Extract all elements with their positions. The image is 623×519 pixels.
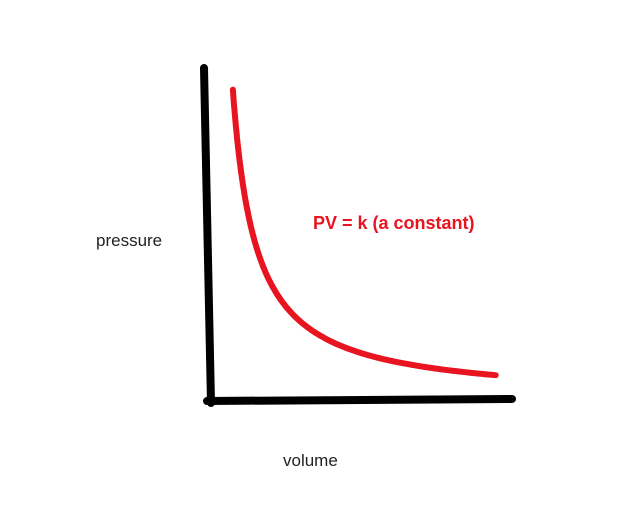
y-axis-line — [200, 64, 215, 407]
x-axis-line — [203, 395, 516, 405]
x-axis-label: volume — [283, 451, 338, 470]
y-axis-label: pressure — [96, 231, 162, 250]
pressure-volume-curve — [229, 86, 499, 379]
pv-constant-annotation: PV = k (a constant) — [313, 213, 475, 233]
